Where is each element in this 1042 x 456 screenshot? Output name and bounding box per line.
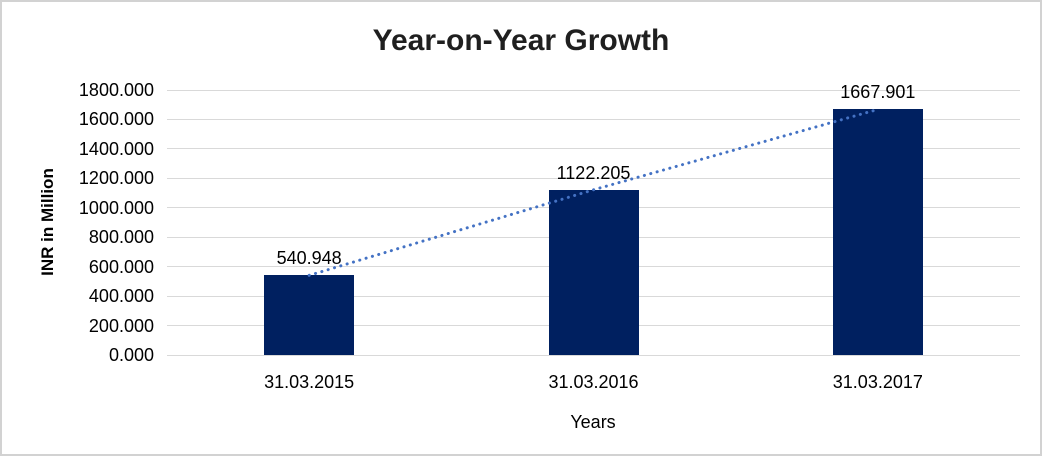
y-tick-label: 1600.000: [78, 109, 154, 130]
y-tick-label: 800.000: [88, 227, 154, 248]
bar-31.03.2015: [264, 275, 355, 355]
gridline: [167, 118, 1020, 120]
bar-31.03.2017: [832, 109, 923, 355]
y-tick-label: 1800.000: [78, 80, 154, 100]
data-label: 540.948: [276, 248, 342, 269]
bar-31.03.2016: [548, 189, 639, 355]
category-label: 31.03.2015: [264, 372, 355, 392]
plot-area: [167, 89, 1020, 356]
trendline-path: [307, 107, 880, 277]
y-tick-label: 1000.000: [78, 197, 154, 218]
gridline: [167, 354, 1020, 356]
data-label: 1667.901: [840, 82, 916, 103]
category-label: 31.03.2016: [548, 372, 639, 392]
y-tick-label: 1400.000: [78, 138, 154, 159]
data-label: 1122.205: [556, 162, 631, 183]
y-tick-label: 0.000: [108, 345, 154, 365]
gridline: [167, 148, 1020, 150]
category-label: 31.03.2017: [832, 372, 923, 392]
y-tick-label: 200.000: [88, 315, 154, 336]
chart-title: Year-on-Year Growth: [372, 24, 670, 57]
trendline: [307, 107, 880, 277]
y-tick-label: 400.000: [88, 286, 154, 307]
y-tick-label: 1200.000: [78, 168, 154, 189]
gridline: [167, 177, 1020, 179]
y-tick-label: 600.000: [88, 256, 154, 277]
gridline: [167, 89, 1020, 91]
x-axis-title: Years: [570, 412, 616, 432]
